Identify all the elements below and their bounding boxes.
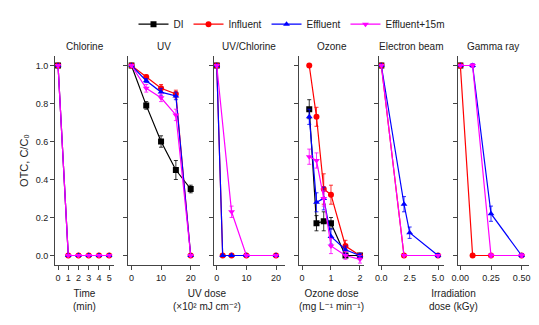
svg-text:0: 0 xyxy=(300,273,305,283)
svg-text:UV: UV xyxy=(157,41,171,52)
svg-text:5: 5 xyxy=(107,273,112,283)
svg-text:Electron beam: Electron beam xyxy=(379,41,443,52)
svg-text:0.4: 0.4 xyxy=(36,175,49,185)
svg-text:Time(min): Time(min) xyxy=(73,288,96,312)
svg-text:10: 10 xyxy=(156,273,166,283)
svg-text:0: 0 xyxy=(129,273,134,283)
svg-text:1: 1 xyxy=(328,273,333,283)
svg-text:2: 2 xyxy=(76,273,81,283)
svg-text:DI: DI xyxy=(174,19,184,30)
svg-text:10: 10 xyxy=(241,273,251,283)
svg-text:Ozone dose(mg L⁻¹ min⁻¹): Ozone dose(mg L⁻¹ min⁻¹) xyxy=(299,288,364,312)
svg-text:UV/Chlorine: UV/Chlorine xyxy=(222,41,276,52)
svg-text:2.5: 2.5 xyxy=(403,273,416,283)
svg-text:1: 1 xyxy=(66,273,71,283)
svg-text:Ozone: Ozone xyxy=(317,41,347,52)
svg-text:UV dose(×10² mJ cm⁻²): UV dose(×10² mJ cm⁻²) xyxy=(173,288,241,312)
svg-text:0: 0 xyxy=(56,273,61,283)
svg-text:0.2: 0.2 xyxy=(36,213,49,223)
svg-text:3: 3 xyxy=(86,273,91,283)
svg-text:5.0: 5.0 xyxy=(432,273,445,283)
svg-text:20: 20 xyxy=(271,273,281,283)
svg-text:0.25: 0.25 xyxy=(482,273,500,283)
svg-text:Gamma ray: Gamma ray xyxy=(467,41,519,52)
svg-text:0.8: 0.8 xyxy=(36,99,49,109)
svg-text:0.00: 0.00 xyxy=(452,273,470,283)
svg-text:Effluent+15m: Effluent+15m xyxy=(385,19,444,30)
svg-text:0: 0 xyxy=(214,273,219,283)
svg-text:OTC, C/C₀: OTC, C/C₀ xyxy=(18,134,30,187)
svg-text:0.0: 0.0 xyxy=(375,273,388,283)
svg-text:0.50: 0.50 xyxy=(513,273,531,283)
svg-text:Irradiationdose (kGy): Irradiationdose (kGy) xyxy=(429,288,478,312)
svg-text:Effluent: Effluent xyxy=(307,19,341,30)
svg-text:20: 20 xyxy=(186,273,196,283)
svg-text:0.0: 0.0 xyxy=(36,251,49,261)
svg-text:2: 2 xyxy=(357,273,362,283)
svg-text:Chlorine: Chlorine xyxy=(66,41,104,52)
svg-text:Influent: Influent xyxy=(229,19,262,30)
svg-text:0.6: 0.6 xyxy=(36,137,49,147)
svg-text:4: 4 xyxy=(96,273,101,283)
svg-text:1.0: 1.0 xyxy=(36,61,49,71)
